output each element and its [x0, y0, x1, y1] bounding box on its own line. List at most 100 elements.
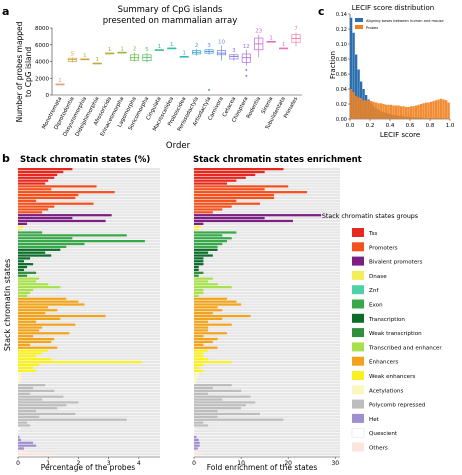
panel-b-ylabel: Stack chromatin states [3, 259, 12, 351]
panel-b1-bar [18, 280, 37, 283]
panel-b2-row-bg [194, 170, 340, 174]
panel-b2-bar [194, 360, 232, 364]
panel-b1-row-bg [18, 363, 160, 367]
panel-b1-row-bg [18, 245, 160, 249]
panel-c-bar-probes [437, 99, 440, 119]
panel-c-ytick-label: 0.06 [336, 72, 347, 78]
panel-b2-row-bg [194, 176, 340, 179]
panel-b1-bar [18, 245, 67, 249]
panel-b1-bar [18, 386, 34, 390]
panel-b2-row-bg [194, 303, 340, 306]
panel-b1-row-bg [18, 268, 160, 272]
panel-c-bar-probes [397, 105, 400, 119]
panel-b1-bar [18, 349, 49, 352]
panel-b1-row-bg [18, 381, 160, 384]
panel-b1-row-bg [18, 170, 160, 174]
panel-b1-row-bg [18, 260, 160, 263]
panel-b1-bar [18, 375, 22, 378]
panel-b1-bar [18, 450, 28, 453]
panel-a-count-label: 7 [294, 26, 298, 32]
panel-b1-row-bg [18, 349, 160, 352]
panel-a-outlier [208, 88, 211, 91]
panel-b1-row-bg [18, 176, 160, 179]
panel-b1-row-bg [18, 257, 160, 260]
panel-b2-bar [194, 389, 242, 393]
panel-c-bar-probes [372, 101, 375, 119]
legend-b-label: Znf [369, 288, 379, 294]
legend-b-swatch [351, 427, 365, 438]
panel-b1-bar [18, 424, 31, 427]
panel-b2-row-bg [194, 375, 340, 378]
panel-b2-bar [194, 450, 198, 453]
panel-c-ytick-label: 0.04 [336, 87, 347, 93]
panel-b2-row-bg [194, 378, 340, 381]
panel-b-chromatin: Stack chromatin states (%) Stack chromat… [3, 155, 442, 472]
panel-b1-row-bg [18, 251, 160, 254]
legend-b-label: Tss [368, 231, 377, 237]
panel-b2-row-bg [194, 234, 340, 237]
panel-b2-row-bg [194, 286, 340, 289]
panel-b2-title: Stack chromatin states enrichment [193, 155, 362, 165]
panel-b2-row-bg [194, 317, 340, 321]
legend-b-swatch [352, 399, 364, 409]
panel-b1-bar [18, 343, 31, 346]
panel-b2-bar [194, 237, 232, 240]
panel-b1-xtick-label: 1 [46, 460, 50, 467]
panel-b1-row-bg [18, 182, 160, 185]
panel-c-ytick-label: 0.10 [336, 42, 347, 48]
panel-b2-bar [194, 251, 209, 254]
panel-b1-title: Stack chromatin states (%) [20, 155, 150, 165]
panel-b2-bar [194, 447, 198, 450]
panel-b1-bar [18, 444, 37, 447]
panel-b2-row-bg [194, 265, 340, 269]
panel-b1-bar [18, 237, 73, 240]
panel-b2-bar [194, 381, 197, 384]
panel-b2-row-bg [194, 294, 340, 297]
panel-a-ytick-label: 4000 [35, 60, 49, 66]
panel-b1-row-bg [18, 254, 160, 257]
panel-b2-bar [194, 265, 199, 269]
panel-b2-row-bg [194, 409, 340, 413]
panel-c-xlabel: LECIF score [380, 131, 420, 139]
panel-b2-bar [194, 421, 204, 424]
panel-c-xtick-label: 0.6 [406, 123, 415, 129]
panel-b1-row-bg [18, 453, 160, 456]
legend-b-title: Stack chromatin states groups [322, 213, 418, 220]
panel-c-bar-probes [367, 100, 370, 119]
panel-b2-row-bg [194, 271, 340, 274]
panel-b1-xtick-label: 4 [137, 460, 141, 467]
panel-c-title: LECIF score distribution [352, 4, 434, 12]
panel-b1-row-bg [18, 398, 160, 401]
panel-b2-bar [194, 300, 237, 303]
panel-c-bar-probes [357, 97, 360, 119]
panel-c-bar-probes [352, 92, 355, 119]
panel-b1-row-bg [18, 435, 160, 439]
panel-b1-row-bg [18, 438, 160, 441]
panel-b2-row-bg [194, 335, 340, 338]
panel-b1-row-bg [18, 395, 160, 398]
panel-c-bar-probes [407, 107, 410, 119]
panel-c-bar-probes [420, 104, 423, 119]
panel-b1-bar [18, 326, 43, 329]
panel-c-bar-human-mouse [355, 54, 358, 119]
panel-b1-xlabel: Percentage of the probes [41, 463, 136, 472]
legend-b-label: Weak transcription [369, 331, 422, 337]
panel-b1-row-bg [18, 447, 160, 450]
panel-c-xtick-label: 0.2 [366, 123, 375, 129]
panel-b1-bar [18, 340, 52, 344]
panel-b2-row-bg [194, 254, 340, 257]
panel-b1-bar [18, 182, 46, 185]
panel-c-bar-probes [377, 103, 380, 119]
panel-b1-row-bg [18, 421, 160, 424]
panel-a-title-line2: presented on mammalian array [103, 16, 238, 26]
panel-b1-bar [18, 193, 79, 197]
panel-b1-bar [18, 274, 28, 277]
panel-b2-row-bg [194, 332, 340, 335]
panel-b2-bar [194, 329, 209, 332]
panel-b2-bar [194, 346, 218, 349]
panel-b1-bar [18, 291, 31, 295]
panel-c-bar-probes [387, 104, 390, 119]
panel-b1-row-bg [18, 168, 160, 171]
panel-c-bar-probes [362, 100, 365, 119]
panel-b1-row-bg [18, 317, 160, 321]
